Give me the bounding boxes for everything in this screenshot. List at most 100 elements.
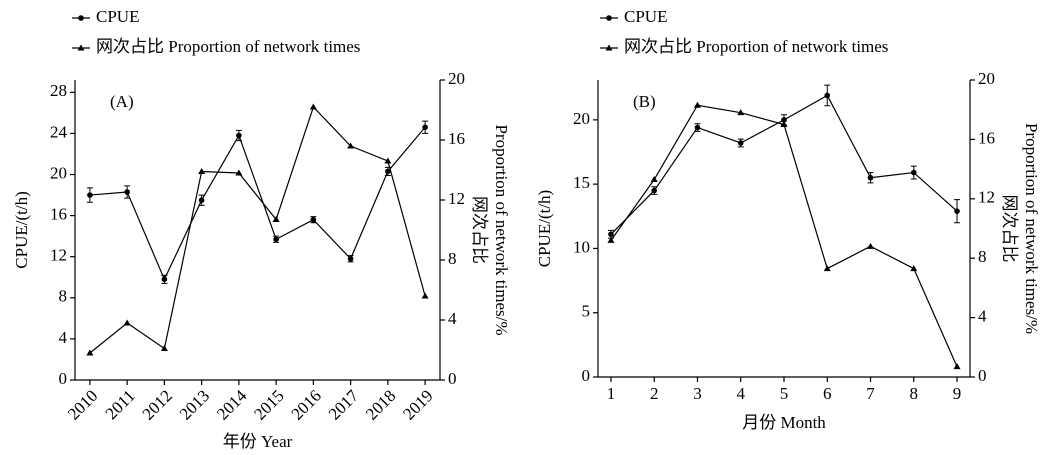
triangle-marker xyxy=(737,109,745,116)
x-tick-label: 3 xyxy=(693,384,702,403)
triangle-marker xyxy=(780,121,788,128)
y2-tick-label: 12 xyxy=(978,188,995,207)
triangle-marker xyxy=(86,349,94,356)
y2-axis-label: Proportion of network times/% xyxy=(1022,123,1041,334)
triangle-marker xyxy=(910,265,918,272)
y-tick-label: 20 xyxy=(573,109,590,128)
y-tick-label: 10 xyxy=(573,237,590,256)
circle-marker xyxy=(867,174,874,181)
panel-label: (A) xyxy=(110,92,134,111)
circle-marker xyxy=(273,236,279,243)
triangle-marker xyxy=(607,236,615,243)
y2-tick-label: 0 xyxy=(448,369,457,388)
circle-marker xyxy=(236,132,242,139)
triangle-marker xyxy=(235,169,243,176)
triangle-marker xyxy=(650,175,658,182)
x-tick-label: 2015 xyxy=(250,386,287,423)
y-axis-label: CPUE/(t/h) xyxy=(12,191,31,268)
circle-marker xyxy=(347,255,354,262)
legend-label: CPUE xyxy=(624,7,667,26)
y2-tick-label: 4 xyxy=(978,307,987,326)
triangle-marker xyxy=(605,44,613,51)
x-tick-label: 8 xyxy=(910,384,919,403)
circle-marker xyxy=(161,276,168,283)
x-axis-label: 月份 Month xyxy=(742,413,826,432)
triangle-marker xyxy=(421,292,429,299)
y2-axis-label: 网次占比 xyxy=(470,196,489,264)
x-tick-label: 2011 xyxy=(102,386,139,423)
y2-tick-label: 12 xyxy=(448,189,465,208)
circle-marker xyxy=(198,197,205,204)
x-tick-label: 2014 xyxy=(213,386,251,424)
x-tick-label: 2016 xyxy=(287,386,324,423)
y-tick-label: 4 xyxy=(59,328,68,347)
y2-tick-label: 20 xyxy=(448,69,465,88)
circle-marker xyxy=(606,15,612,21)
circle-marker xyxy=(422,124,428,131)
x-tick-label: 4 xyxy=(736,384,745,403)
y-tick-label: 16 xyxy=(50,205,67,224)
x-axis-label: 年份 Year xyxy=(223,432,293,451)
y2-axis-label: 网次占比 xyxy=(1000,195,1019,263)
x-tick-label: 2012 xyxy=(139,386,176,423)
y2-axis-label: Proportion of network times/% xyxy=(492,124,511,335)
x-tick-label: 1 xyxy=(607,384,616,403)
triangle-marker xyxy=(198,168,206,174)
y2-tick-label: 8 xyxy=(448,249,457,268)
circle-marker xyxy=(824,92,831,99)
series-line xyxy=(89,105,426,354)
series-line xyxy=(610,104,958,367)
x-tick-label: 2013 xyxy=(176,386,213,423)
series-line xyxy=(89,126,426,281)
x-tick-label: 9 xyxy=(953,384,962,403)
y-tick-label: 20 xyxy=(50,163,67,182)
x-tick-label: 2017 xyxy=(325,386,363,424)
triangle-marker xyxy=(953,363,961,370)
legend-label: 网次占比 Proportion of network times xyxy=(96,37,360,56)
y2-tick-label: 20 xyxy=(978,69,995,88)
x-tick-label: 5 xyxy=(780,384,789,403)
y-tick-label: 24 xyxy=(50,122,68,141)
x-tick-label: 2019 xyxy=(399,386,436,423)
circle-marker xyxy=(694,124,701,131)
triangle-marker xyxy=(693,101,701,108)
y-tick-label: 12 xyxy=(50,246,67,265)
triangle-marker xyxy=(272,216,280,222)
circle-marker xyxy=(87,192,93,198)
axis-frame xyxy=(74,80,441,381)
y-tick-label: 0 xyxy=(582,366,591,385)
y2-tick-label: 8 xyxy=(978,247,987,266)
y2-tick-label: 0 xyxy=(978,366,987,385)
x-tick-label: 2 xyxy=(650,384,659,403)
y2-tick-label: 16 xyxy=(448,129,465,148)
x-tick-label: 6 xyxy=(823,384,832,403)
panel-label: (B) xyxy=(633,92,656,111)
triangle-marker xyxy=(867,242,875,249)
y-tick-label: 28 xyxy=(50,81,67,100)
circle-marker xyxy=(608,231,614,238)
circle-marker xyxy=(910,169,917,176)
triangle-marker xyxy=(347,142,355,149)
circle-marker xyxy=(310,216,317,223)
circle-marker xyxy=(737,140,744,146)
y-axis-label: CPUE/(t/h) xyxy=(535,190,554,267)
triangle-marker xyxy=(384,157,392,164)
circle-marker xyxy=(78,15,84,21)
y-tick-label: 15 xyxy=(573,173,590,192)
y2-tick-label: 4 xyxy=(448,309,457,328)
y-tick-label: 0 xyxy=(59,369,68,388)
triangle-marker xyxy=(123,319,131,326)
circle-marker xyxy=(954,208,960,214)
y-tick-label: 8 xyxy=(59,287,68,306)
circle-marker xyxy=(385,168,391,175)
circle-marker xyxy=(781,117,787,123)
triangle-marker xyxy=(309,103,317,110)
x-tick-label: 2010 xyxy=(64,386,101,423)
triangle-marker xyxy=(160,345,168,351)
circle-marker xyxy=(124,189,130,195)
y2-tick-label: 16 xyxy=(978,128,995,147)
circle-marker xyxy=(651,187,658,194)
legend-label: 网次占比 Proportion of network times xyxy=(624,37,888,56)
legend-label: CPUE xyxy=(96,7,139,26)
triangle-marker xyxy=(823,265,831,272)
